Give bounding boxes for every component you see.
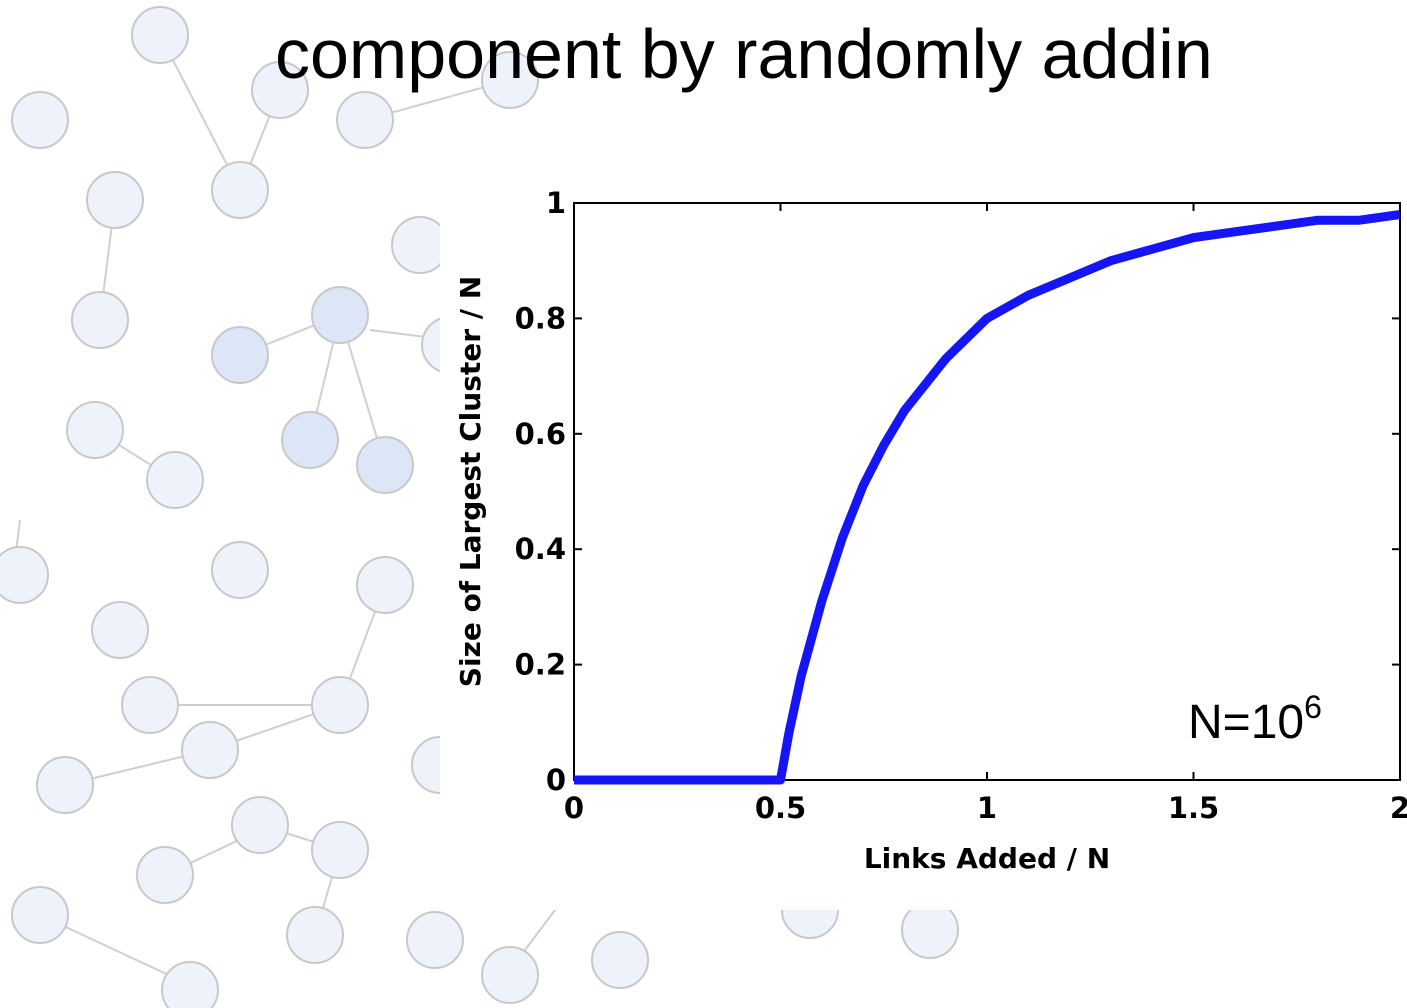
x-tick-label: 1 — [977, 791, 997, 825]
y-tick-label: 1 — [546, 186, 566, 220]
x-axis-label: Links Added / N — [864, 842, 1110, 875]
x-tick-label: 0 — [564, 791, 584, 825]
y-tick-label: 0.4 — [515, 532, 566, 566]
y-tick-label: 0.6 — [515, 417, 566, 451]
annotation: N=106 — [1188, 689, 1322, 749]
chart: 0 0.5 1 1.5 2 0 0.2 0.4 0.6 0.8 1 Links Added / N Si… — [454, 186, 1407, 875]
y-axis-label: Size of Largest Cluster / N — [454, 276, 487, 687]
annotation-exponent: 6 — [1304, 689, 1322, 725]
data-line — [574, 210, 1401, 785]
slide-title: component by randomly addin — [275, 15, 1213, 93]
y-tick-label: 0.2 — [515, 648, 566, 682]
x-tick-label: 1.5 — [1168, 791, 1219, 825]
y-tick-label: 0 — [546, 763, 566, 797]
plot-frame — [573, 202, 1401, 781]
annotation-base: N=10 — [1188, 696, 1304, 749]
x-tick-label: 0.5 — [755, 791, 806, 825]
chart-background — [440, 190, 1407, 910]
x-tick-label: 2 — [1390, 791, 1407, 825]
y-tick-label: 0.8 — [515, 301, 566, 335]
